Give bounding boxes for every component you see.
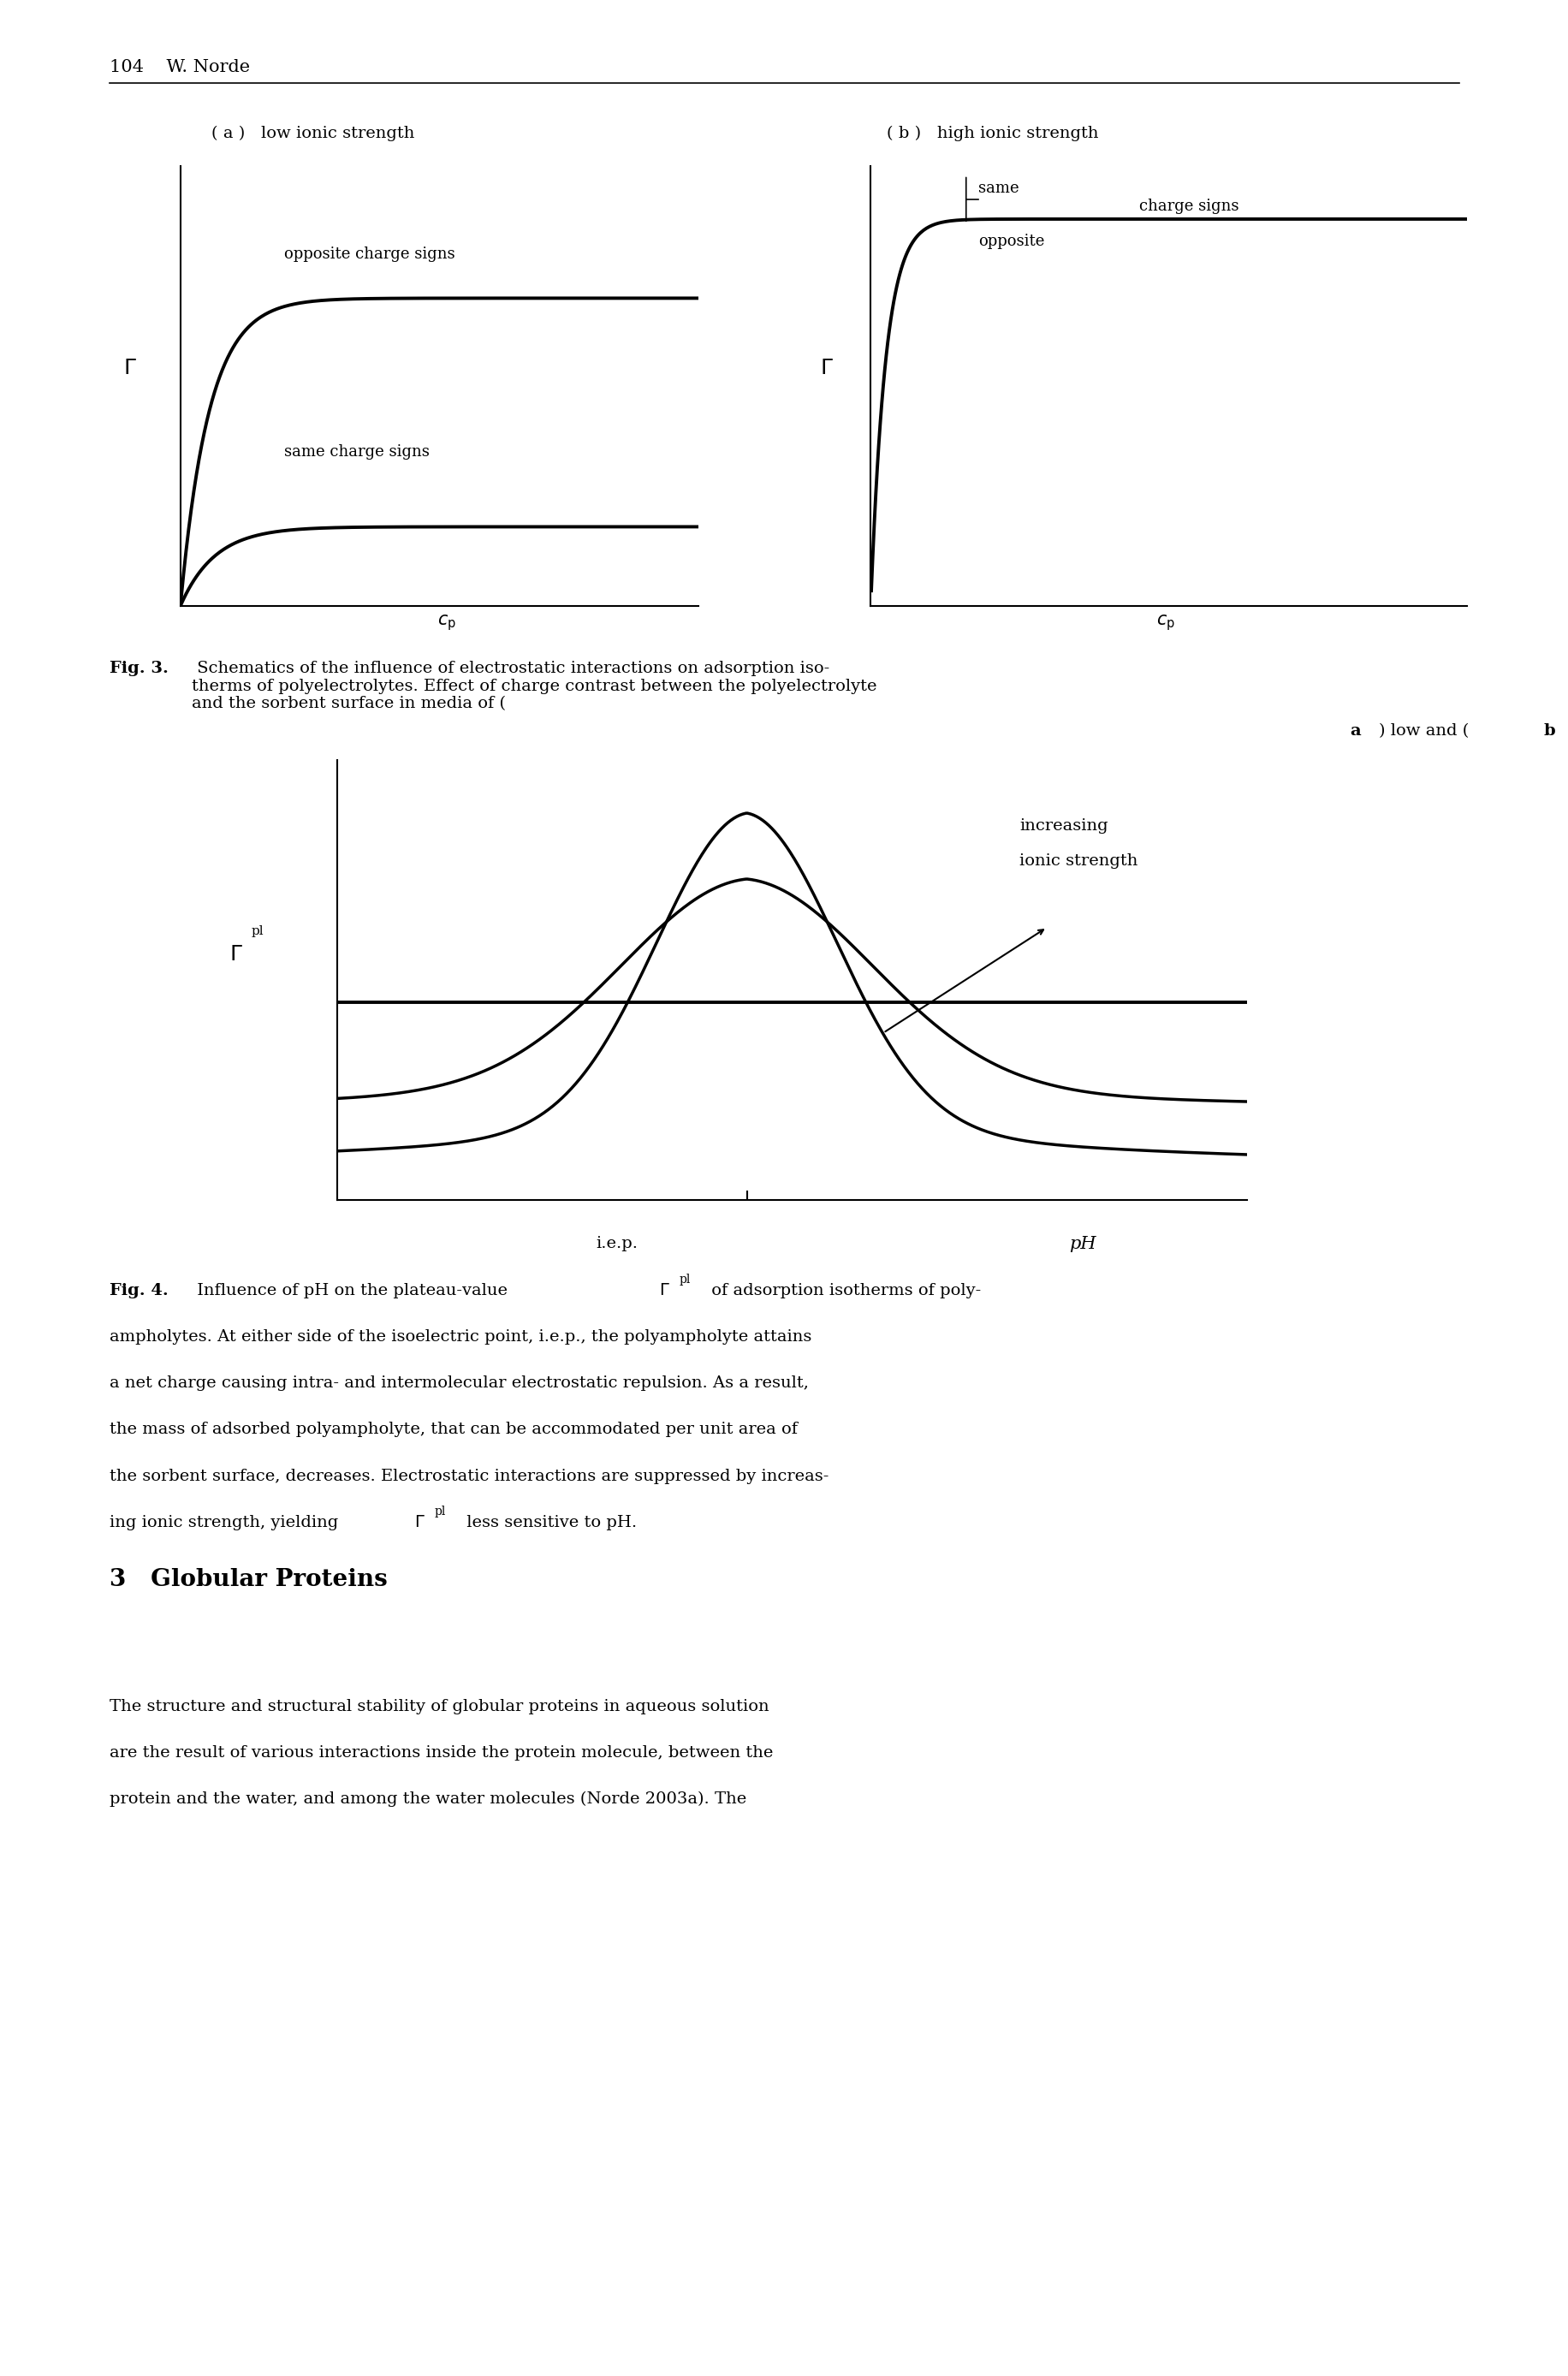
Text: a: a [1348, 722, 1359, 739]
Text: Schematics of the influence of electrostatic interactions on adsorption iso-
the: Schematics of the influence of electrost… [191, 661, 877, 710]
Text: opposite: opposite [977, 233, 1044, 249]
Text: The structure and structural stability of globular proteins in aqueous solution: The structure and structural stability o… [110, 1699, 768, 1713]
Text: i.e.p.: i.e.p. [596, 1236, 637, 1250]
Text: 3   Globular Proteins: 3 Globular Proteins [110, 1568, 387, 1592]
Text: the sorbent surface, decreases. Electrostatic interactions are suppressed by inc: the sorbent surface, decreases. Electros… [110, 1468, 828, 1483]
Text: less sensitive to pH.: less sensitive to pH. [461, 1516, 637, 1530]
Text: pH: pH [1068, 1236, 1096, 1252]
Text: same: same [977, 181, 1018, 195]
Text: charge signs: charge signs [1138, 197, 1239, 214]
Text: protein and the water, and among the water molecules (Norde 2003a). The: protein and the water, and among the wat… [110, 1792, 746, 1808]
Text: $\it{\Gamma}$: $\it{\Gamma}$ [414, 1516, 425, 1530]
Text: 104    W. Norde: 104 W. Norde [110, 59, 251, 76]
Text: ampholytes. At either side of the isoelectric point, i.e.p., the polyampholyte a: ampholytes. At either side of the isoele… [110, 1331, 812, 1345]
Text: $\it{\Gamma}$: $\it{\Gamma}$ [820, 359, 833, 378]
Text: ionic strength: ionic strength [1019, 853, 1137, 870]
Text: ing ionic strength, yielding: ing ionic strength, yielding [110, 1516, 343, 1530]
Text: $c_{\rm p}$: $c_{\rm p}$ [437, 613, 456, 632]
Text: a net charge causing intra- and intermolecular electrostatic repulsion. As a res: a net charge causing intra- and intermol… [110, 1376, 809, 1390]
Text: pl: pl [251, 924, 263, 939]
Text: of adsorption isotherms of poly-: of adsorption isotherms of poly- [706, 1283, 980, 1297]
Text: $\it{\Gamma}$: $\it{\Gamma}$ [659, 1283, 670, 1297]
Text: Influence of pH on the plateau-value: Influence of pH on the plateau-value [191, 1283, 513, 1297]
Text: increasing: increasing [1019, 820, 1109, 834]
Text: ( a )   low ionic strength: ( a ) low ionic strength [212, 126, 416, 140]
Text: Fig. 3.: Fig. 3. [110, 661, 169, 675]
Text: b: b [1543, 722, 1554, 739]
Text: the mass of adsorbed polyampholyte, that can be accommodated per unit area of: the mass of adsorbed polyampholyte, that… [110, 1421, 798, 1437]
Text: ( b )   high ionic strength: ( b ) high ionic strength [886, 126, 1098, 140]
Text: are the result of various interactions inside the protein molecule, between the: are the result of various interactions i… [110, 1744, 773, 1761]
Text: Fig. 4.: Fig. 4. [110, 1283, 169, 1297]
Text: $\it{\Gamma}$: $\it{\Gamma}$ [229, 946, 243, 965]
Text: $c_{\rm p}$: $c_{\rm p}$ [1156, 613, 1174, 632]
Text: opposite charge signs: opposite charge signs [284, 247, 455, 261]
Text: same charge signs: same charge signs [284, 444, 430, 459]
Text: pl: pl [679, 1274, 690, 1285]
Text: pl: pl [434, 1506, 445, 1518]
Text: ) low and (: ) low and ( [1378, 722, 1468, 739]
Text: $\it{\Gamma}$: $\it{\Gamma}$ [124, 359, 136, 378]
